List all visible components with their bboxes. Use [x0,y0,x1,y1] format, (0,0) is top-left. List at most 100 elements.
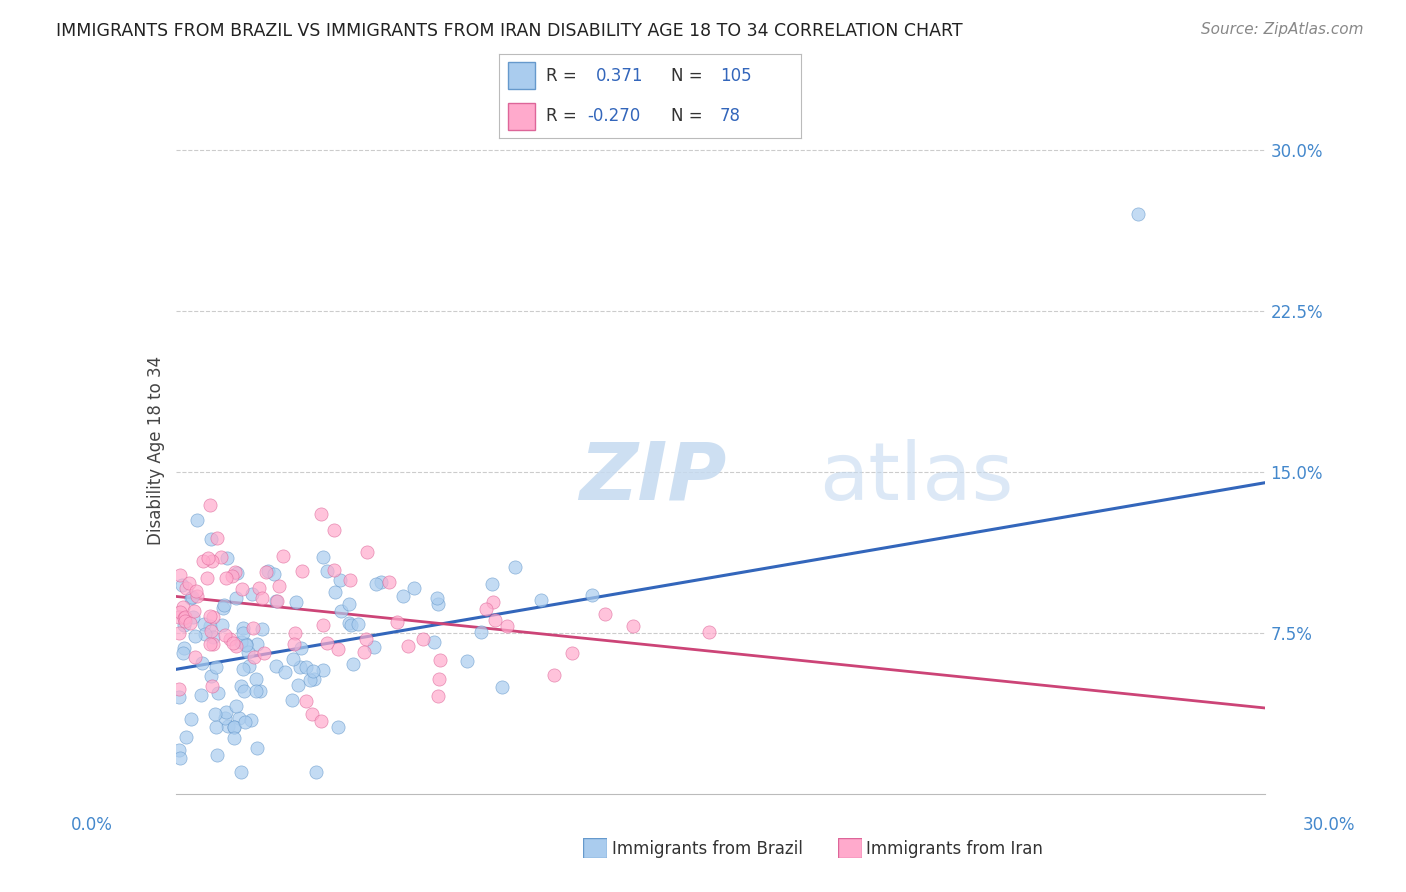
Point [495,619,517,633]
Point [323,585,346,599]
Point [183,650,205,665]
Point [287,678,309,692]
Point [190,689,212,703]
Point [378,574,401,589]
Point [173,640,195,655]
Point [198,637,221,651]
Point [224,720,246,734]
Point [201,554,224,568]
Point [456,654,478,668]
Point [184,629,207,643]
Point [193,616,215,631]
Point [169,610,191,624]
Point [337,597,360,611]
Point [180,591,202,605]
Point [252,647,274,661]
Point [249,684,271,698]
Point [217,719,239,733]
Point [180,591,202,605]
Point [470,625,492,640]
Point [290,640,312,655]
Text: 78: 78 [720,107,741,125]
Point [205,660,228,674]
Point [172,599,194,614]
Point [191,553,214,567]
Point [305,765,328,780]
Point [212,598,235,612]
Point [200,533,222,547]
Point [224,731,246,745]
Text: ZIP: ZIP [579,439,727,517]
Text: atlas: atlas [818,439,1012,517]
Point [309,714,332,728]
Text: 105: 105 [720,67,751,85]
Text: 0.371: 0.371 [596,67,644,85]
Point [173,610,195,624]
Point [363,640,385,654]
Text: R =: R = [546,67,576,85]
Point [245,672,267,686]
Point [179,615,201,630]
Point [247,582,270,596]
Point [329,573,352,587]
Point [482,595,505,609]
Point [233,683,256,698]
Point [169,681,191,696]
Point [398,639,420,653]
Point [281,692,304,706]
Bar [508,62,536,89]
Point [238,645,260,659]
Point [339,573,361,587]
Point [235,637,257,651]
Point [225,698,247,713]
Point [426,591,449,606]
Point [475,602,498,616]
Point [530,592,553,607]
Point [240,713,263,727]
Point [242,622,264,636]
Point [246,741,269,756]
Point [194,627,217,641]
Point [183,604,205,618]
Text: Source: ZipAtlas.com: Source: ZipAtlas.com [1201,22,1364,37]
Point [294,660,316,674]
Point [215,705,238,719]
Point [337,615,360,630]
Point [219,632,242,646]
Point [231,635,253,649]
Point [543,668,565,682]
Point [186,589,208,603]
Point [285,595,308,609]
Point [288,660,311,674]
Point [484,613,506,627]
Point [238,659,260,673]
Text: -0.270: -0.270 [586,107,640,125]
Point [214,571,236,585]
Point [201,630,224,644]
Point [328,721,350,735]
Point [581,588,603,602]
Point [169,605,191,619]
Point [312,664,335,678]
Point [266,593,288,607]
Point [291,564,314,578]
Text: 30.0%: 30.0% [1302,816,1355,834]
Point [225,591,247,606]
Point [271,549,294,563]
Point [172,646,194,660]
Point [429,652,451,666]
Point [209,550,232,565]
Point [274,665,297,679]
Point [257,565,280,579]
Point [412,632,434,647]
Point [329,604,352,618]
Point [200,609,222,624]
Point [281,652,304,666]
Point [235,638,257,652]
Point [222,720,245,734]
Point [264,659,287,673]
Point [170,578,193,592]
Point [426,689,449,703]
Point [184,584,207,599]
Point [169,743,191,757]
